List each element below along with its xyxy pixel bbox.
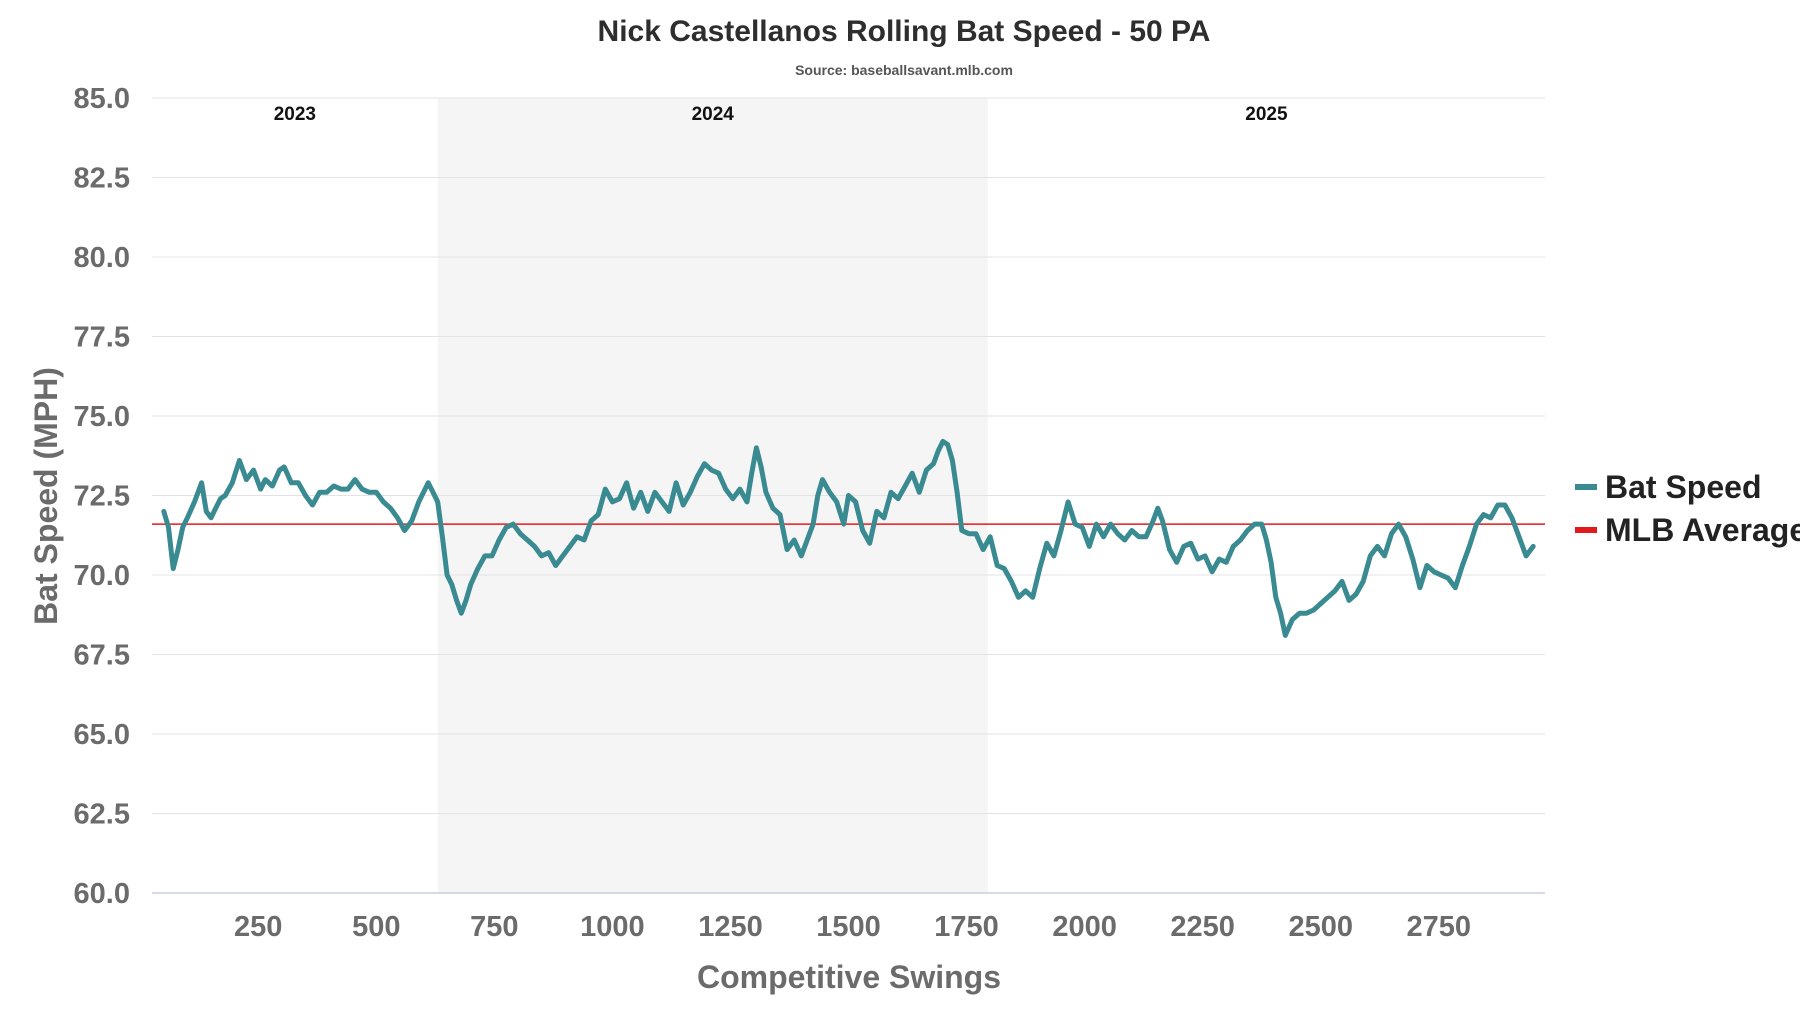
x-tick-label: 250 [234, 911, 282, 943]
chart-subtitle: Source: baseballsavant.mlb.com [795, 62, 1013, 78]
x-tick-label: 750 [470, 911, 518, 943]
season-label-2025: 2025 [1245, 104, 1288, 125]
grid-lines [152, 97, 1545, 894]
season-label-2024: 2024 [692, 104, 735, 125]
y-tick-label: 85.0 [74, 83, 130, 115]
y-tick-label: 65.0 [74, 719, 130, 751]
x-axis-label: Competitive Swings [697, 959, 1001, 995]
legend-label-bat-speed: Bat Speed [1605, 469, 1761, 505]
y-tick-label: 82.5 [74, 163, 130, 195]
y-tick-labels: 60.0 62.5 65.0 67.5 70.0 72.5 75.0 77.5 80.0 82.5… [74, 83, 130, 910]
y-tick-label: 62.5 [74, 799, 130, 831]
bat-speed-line [161, 438, 1536, 638]
x-tick-label: 1000 [580, 911, 645, 943]
y-tick-label: 70.0 [74, 560, 130, 592]
legend: Bat Speed MLB Average [1575, 469, 1800, 548]
x-tick-label: 2000 [1052, 911, 1117, 943]
x-tick-labels: 250 500 750 1000 1250 1500 1750 2000 2250 2500 275… [234, 911, 1471, 943]
x-tick-label: 1250 [698, 911, 763, 943]
legend-label-mlb-average: MLB Average [1605, 512, 1800, 548]
x-tick-label: 2750 [1406, 911, 1471, 943]
x-tick-label: 2500 [1288, 911, 1353, 943]
season-label-2023: 2023 [274, 104, 316, 125]
x-tick-label: 500 [352, 911, 400, 943]
y-tick-label: 75.0 [74, 401, 130, 433]
chart-title: Nick Castellanos Rolling Bat Speed - 50 … [598, 15, 1211, 48]
y-tick-label: 80.0 [74, 242, 130, 274]
x-tick-label: 1750 [934, 911, 999, 943]
x-tick-label: 1500 [816, 911, 881, 943]
y-tick-label: 72.5 [74, 481, 130, 513]
y-axis-label: Bat Speed (MPH) [28, 367, 64, 625]
x-tick-label: 2250 [1170, 911, 1235, 943]
y-tick-label: 77.5 [74, 322, 130, 354]
y-tick-label: 67.5 [74, 640, 130, 672]
y-tick-label: 60.0 [74, 878, 130, 910]
season-labels: 2023 2024 2025 [274, 104, 1288, 125]
